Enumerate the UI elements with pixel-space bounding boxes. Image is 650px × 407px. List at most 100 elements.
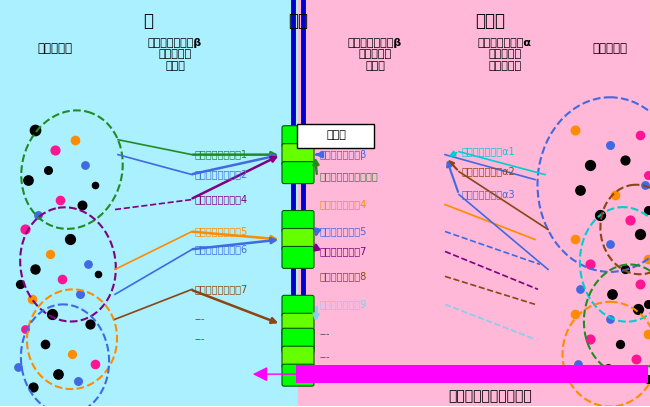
FancyBboxPatch shape bbox=[282, 313, 314, 335]
Point bbox=[20, 326, 30, 333]
Text: エクスポーティン2: エクスポーティン2 bbox=[195, 170, 248, 179]
Point bbox=[80, 161, 90, 168]
Text: インポーティンα3: インポーティンα3 bbox=[462, 190, 515, 199]
Text: タンパク質: タンパク質 bbox=[38, 42, 73, 55]
FancyBboxPatch shape bbox=[282, 162, 314, 184]
Bar bbox=[0, 0, 298, 406]
Point bbox=[643, 376, 650, 383]
Point bbox=[604, 241, 615, 248]
Point bbox=[570, 127, 580, 133]
Point bbox=[575, 186, 585, 193]
Text: タンパク質: タンパク質 bbox=[593, 42, 627, 55]
Point bbox=[570, 311, 580, 317]
Text: 核膜孔: 核膜孔 bbox=[326, 130, 346, 140]
Point bbox=[67, 351, 77, 357]
Point bbox=[84, 321, 95, 328]
Point bbox=[70, 136, 80, 143]
Point bbox=[610, 191, 620, 198]
Point bbox=[620, 156, 630, 163]
Text: ---: --- bbox=[195, 334, 205, 344]
Text: エクスポーティン7: エクスポーティン7 bbox=[195, 284, 248, 294]
Point bbox=[93, 271, 103, 278]
Point bbox=[575, 286, 585, 293]
Point bbox=[607, 291, 618, 298]
FancyBboxPatch shape bbox=[282, 331, 314, 353]
Point bbox=[643, 256, 650, 263]
Text: 細胞質: 細胞質 bbox=[475, 12, 505, 30]
FancyBboxPatch shape bbox=[282, 228, 314, 250]
Point bbox=[570, 236, 580, 243]
Point bbox=[635, 281, 645, 288]
Text: インポーティン5: インポーティン5 bbox=[320, 226, 367, 236]
Text: インポーティンα
ファミリー
アダプター: インポーティンα ファミリー アダプター bbox=[478, 38, 532, 71]
Point bbox=[90, 182, 100, 188]
Point bbox=[30, 266, 40, 273]
Point bbox=[83, 261, 93, 268]
Point bbox=[43, 166, 53, 173]
Point bbox=[625, 216, 635, 223]
Text: インポーティンβ
ファミリー
運搬体: インポーティンβ ファミリー 運搬体 bbox=[348, 38, 402, 71]
Text: インポーティン9: インポーティン9 bbox=[320, 299, 367, 309]
Point bbox=[604, 316, 615, 322]
Point bbox=[615, 341, 625, 348]
Point bbox=[643, 301, 650, 308]
Point bbox=[643, 331, 650, 337]
Point bbox=[635, 131, 645, 138]
Point bbox=[20, 226, 30, 233]
Point bbox=[28, 384, 38, 390]
Text: インポーティン4: インポーティン4 bbox=[320, 199, 367, 210]
Point bbox=[45, 251, 55, 258]
Text: ---: --- bbox=[320, 329, 330, 339]
FancyBboxPatch shape bbox=[282, 247, 314, 268]
Point bbox=[50, 147, 60, 153]
Bar bbox=[296, 365, 648, 383]
Point bbox=[643, 171, 650, 178]
Point bbox=[643, 206, 650, 213]
Text: エクスポーティン1: エクスポーティン1 bbox=[195, 150, 248, 160]
Point bbox=[633, 306, 644, 313]
Text: 細胞質から核への輸送: 細胞質から核への輸送 bbox=[448, 389, 532, 403]
FancyBboxPatch shape bbox=[282, 144, 314, 166]
Text: インポーティン8: インポーティン8 bbox=[320, 271, 367, 281]
Point bbox=[585, 336, 595, 343]
Text: インポーティンβ: インポーティンβ bbox=[320, 150, 367, 160]
Point bbox=[53, 371, 63, 377]
Point bbox=[635, 231, 645, 238]
Point bbox=[630, 356, 641, 363]
FancyBboxPatch shape bbox=[282, 346, 314, 368]
Point bbox=[620, 266, 630, 273]
Point bbox=[585, 161, 595, 168]
Bar bbox=[298, 0, 650, 406]
FancyBboxPatch shape bbox=[282, 328, 314, 350]
Point bbox=[27, 296, 37, 302]
Point bbox=[13, 364, 23, 370]
Text: トランスポーティン１: トランスポーティン１ bbox=[320, 172, 379, 182]
Text: エクスポーティン5: エクスポーティン5 bbox=[195, 226, 248, 236]
Point bbox=[30, 127, 40, 133]
Point bbox=[55, 196, 65, 203]
FancyBboxPatch shape bbox=[282, 126, 314, 148]
Text: インポーティン7: インポーティン7 bbox=[320, 246, 367, 256]
Point bbox=[90, 361, 100, 368]
Point bbox=[640, 182, 650, 188]
Text: インポーティンα2: インポーティンα2 bbox=[462, 166, 515, 177]
Point bbox=[604, 141, 615, 148]
Point bbox=[77, 201, 87, 208]
Point bbox=[32, 211, 43, 218]
Point bbox=[595, 211, 605, 218]
Text: インポーティンα1: インポーティンα1 bbox=[462, 147, 515, 157]
Point bbox=[47, 311, 57, 317]
Point bbox=[75, 291, 85, 298]
FancyBboxPatch shape bbox=[282, 364, 314, 386]
Text: インポーティンβ
ファミリー
運搬体: インポーティンβ ファミリー 運搬体 bbox=[148, 38, 202, 71]
FancyBboxPatch shape bbox=[282, 210, 314, 232]
Point bbox=[23, 176, 33, 183]
Text: 核膜: 核膜 bbox=[288, 12, 308, 30]
Point bbox=[15, 281, 25, 288]
FancyBboxPatch shape bbox=[297, 124, 374, 148]
Point bbox=[65, 236, 75, 243]
Point bbox=[603, 366, 613, 372]
Point bbox=[57, 276, 67, 282]
Point bbox=[573, 361, 583, 368]
Point bbox=[585, 261, 595, 268]
